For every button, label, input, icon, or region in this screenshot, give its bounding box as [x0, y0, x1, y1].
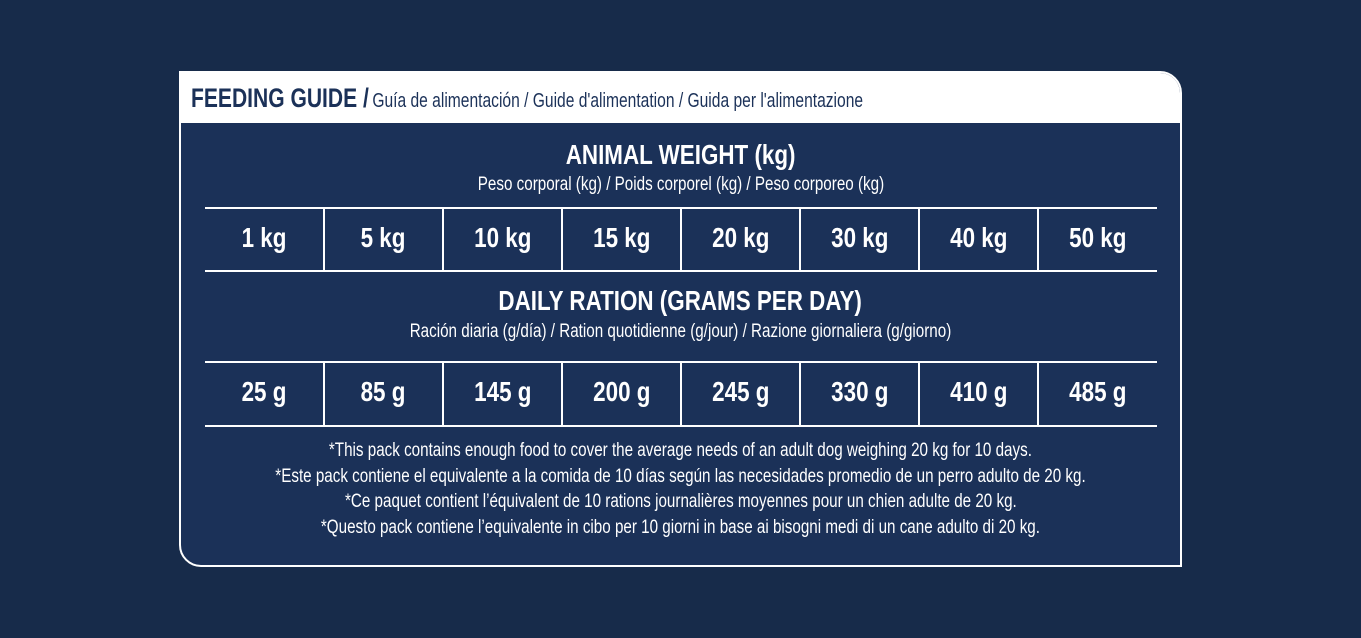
table-cell-text: 30 kg: [830, 222, 889, 253]
table-cell-text: 5 kg: [361, 222, 406, 253]
note-line-text: *Este pack contiene el equivalente a la …: [275, 465, 1086, 487]
table-cell: 20 kg: [681, 222, 800, 254]
table-cell: 245 g: [681, 376, 800, 408]
weight-subtitle: Peso corporal (kg) / Poids corporel (kg)…: [477, 174, 884, 195]
table-cell: 50 kg: [1038, 222, 1157, 254]
table-cell: 5 kg: [324, 222, 443, 254]
note-line: *Este pack contiene el equivalente a la …: [0, 466, 1361, 488]
column-rule: [561, 362, 563, 426]
column-rule: [680, 362, 682, 426]
table-cell-text: 410 g: [949, 376, 1008, 407]
section-subtitle: Peso corporal (kg) / Poids corporel (kg)…: [0, 174, 1361, 196]
table-rule: [205, 425, 1157, 427]
table-cell: 40 kg: [919, 222, 1038, 254]
table-cell: 485 g: [1038, 376, 1157, 408]
column-rule: [1037, 362, 1039, 426]
table-rule: [205, 270, 1157, 272]
table-cell-text: 85 g: [361, 376, 406, 407]
column-rule: [799, 208, 801, 271]
header: FEEDING GUIDE / Guía de alimentación / G…: [191, 83, 1053, 114]
table-cell-text: 1 kg: [242, 222, 287, 253]
table-cell-text: 40 kg: [949, 222, 1008, 253]
table-cell: 10 kg: [443, 222, 562, 254]
section-title: DAILY RATION (GRAMS PER DAY): [0, 285, 1361, 317]
table-cell: 410 g: [919, 376, 1038, 408]
table-cell: 85 g: [324, 376, 443, 408]
table-cell-text: 245 g: [711, 376, 770, 407]
table-cell: 15 kg: [562, 222, 681, 254]
table-cell: 30 kg: [800, 222, 919, 254]
table-cell-text: 200 g: [592, 376, 651, 407]
table-cell: 145 g: [443, 376, 562, 408]
table-cell-text: 50 kg: [1068, 222, 1127, 253]
section-title: ANIMAL WEIGHT (kg): [0, 139, 1361, 171]
table-cell-text: 10 kg: [473, 222, 532, 253]
column-rule: [561, 208, 563, 271]
note-line: *Questo pack contiene l’equivalente in c…: [0, 517, 1361, 539]
note-line: *This pack contains enough food to cover…: [0, 440, 1361, 462]
column-rule: [918, 208, 920, 271]
header-subtitle: Guía de alimentación / Guide d'alimentat…: [372, 90, 864, 112]
weight-title: ANIMAL WEIGHT (kg): [565, 139, 796, 170]
table-cell-text: 330 g: [830, 376, 889, 407]
column-rule: [442, 362, 444, 426]
table-cell-text: 485 g: [1068, 376, 1127, 407]
column-rule: [442, 208, 444, 271]
table-cell-text: 15 kg: [592, 222, 651, 253]
table-cell-text: 25 g: [242, 376, 287, 407]
table-cell: 25 g: [205, 376, 324, 408]
feeding-guide-card: FEEDING GUIDE / Guía de alimentación / G…: [179, 71, 1182, 567]
ration-subtitle: Ración diaria (g/día) / Ration quotidien…: [409, 321, 952, 342]
note-line-text: *This pack contains enough food to cover…: [328, 440, 1033, 461]
table-cell: 200 g: [562, 376, 681, 408]
header-title: FEEDING GUIDE /: [191, 83, 369, 113]
section-subtitle: Ración diaria (g/día) / Ration quotidien…: [0, 321, 1361, 343]
table-cell-text: 145 g: [473, 376, 532, 407]
column-rule: [323, 208, 325, 271]
column-rule: [1037, 208, 1039, 271]
ration-title: DAILY RATION (GRAMS PER DAY): [498, 285, 863, 316]
column-rule: [680, 208, 682, 271]
header-band: FEEDING GUIDE / Guía de alimentación / G…: [181, 73, 1180, 123]
table-cell: 1 kg: [205, 222, 324, 254]
column-rule: [323, 362, 325, 426]
note-line: *Ce paquet contient l’équivalent de 10 r…: [0, 491, 1361, 513]
column-rule: [799, 362, 801, 426]
column-rule: [918, 362, 920, 426]
table-cell: 330 g: [800, 376, 919, 408]
note-line-text: *Ce paquet contient l’équivalent de 10 r…: [344, 491, 1017, 512]
note-line-text: *Questo pack contiene l’equivalente in c…: [320, 516, 1041, 538]
table-cell-text: 20 kg: [711, 222, 770, 253]
